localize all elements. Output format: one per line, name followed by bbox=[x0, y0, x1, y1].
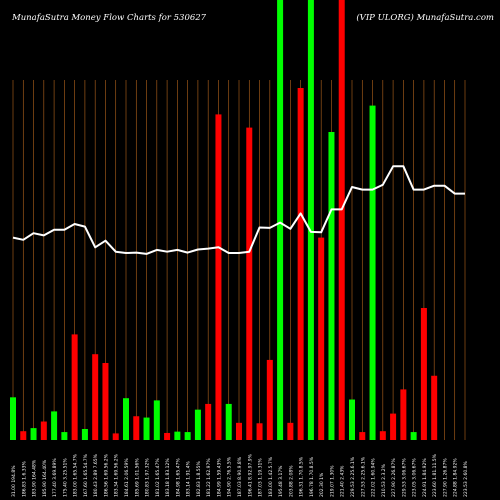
bar bbox=[277, 0, 284, 440]
line-series bbox=[12, 165, 465, 255]
x-tick-label: 183.90 164.48% bbox=[32, 459, 38, 497]
bar bbox=[225, 403, 232, 440]
x-tick-label: 184.98 1.65.47% bbox=[175, 458, 181, 497]
bar bbox=[236, 422, 242, 440]
x-tick-label: 185.69 1.01.56% bbox=[134, 458, 140, 497]
bar bbox=[194, 409, 201, 440]
x-tick-label: 31.00 194.8% bbox=[11, 465, 17, 497]
x-tick-label: 183.00 1.42.5.7% bbox=[268, 456, 274, 497]
x-tick-label: 210.53 2.3.2% bbox=[381, 463, 387, 497]
bar bbox=[174, 431, 181, 440]
bar bbox=[256, 423, 263, 440]
x-tick-label: 196.78 1.70.8.5% bbox=[309, 456, 315, 497]
x-tick-label: 187.03 1.19.31% bbox=[258, 458, 264, 497]
x-tick-labels: 31.00 194.8% 186.83 1.6.33% 183.90 164.48%… bbox=[11, 453, 469, 497]
bar bbox=[215, 114, 222, 441]
x-tick-label: 229.53 3.06.67% bbox=[401, 458, 407, 497]
bar bbox=[123, 398, 129, 440]
x-tick-label: 180.83 1.97.32% bbox=[145, 458, 151, 497]
bar bbox=[307, 0, 314, 440]
x-tick-label: 195.48 3.17% bbox=[278, 465, 284, 497]
x-tick-label: 187.03 8.90.9.8% bbox=[237, 456, 243, 497]
x-tick-label: 227.53 2.25.6.1% bbox=[360, 456, 366, 497]
bar bbox=[61, 432, 68, 440]
x-tick-label: 186.83 1.6.33% bbox=[21, 461, 27, 497]
x-tick-label: 183.14 1.91.4% bbox=[186, 461, 192, 497]
x-tick-label: 222.02 1.60.94% bbox=[371, 458, 377, 497]
x-tick-label: 229.53 2.25.6.1% bbox=[350, 456, 356, 497]
bar bbox=[133, 416, 140, 440]
x-tick-label: 180.43 2.89 7.65% bbox=[93, 453, 99, 497]
x-tick-label: 202.30 1% bbox=[319, 472, 325, 497]
money-flow-line bbox=[12, 165, 465, 255]
x-tick-label: 181.22 1.62.97% bbox=[206, 458, 212, 497]
x-tick-label: 196.41 8.92.97.9% bbox=[247, 453, 253, 497]
bar bbox=[420, 308, 427, 440]
x-tick-label: 183.00 1.65.54.7% bbox=[73, 453, 79, 497]
x-tick-label: 167.60 1.65.54.7% bbox=[83, 453, 89, 497]
x-tick-label: 196.31 1.70.8.5% bbox=[299, 456, 305, 497]
bar bbox=[369, 105, 376, 440]
x-tick-label: 223.53 2.60.8% bbox=[463, 461, 469, 497]
bar bbox=[81, 429, 88, 440]
bar bbox=[30, 428, 37, 440]
bar bbox=[287, 422, 294, 440]
x-tick-label: 203.88 2.08% bbox=[288, 465, 294, 497]
bar bbox=[338, 0, 345, 440]
x-tick-label: 182.83 1.8.55% bbox=[196, 461, 202, 497]
chart-title: MunafaSutra Money Flow Charts for 530627 bbox=[12, 13, 207, 23]
x-tick-label: 183.34 1.69.56.2% bbox=[114, 453, 120, 497]
x-tick-label: 177.40 3.69.89% bbox=[52, 458, 58, 497]
bar bbox=[102, 363, 109, 440]
bar bbox=[379, 431, 386, 440]
x-tick-label: 223.05 3.06.67% bbox=[412, 458, 418, 497]
bar bbox=[400, 389, 407, 440]
x-tick-label: 223.60 1.81.11.5% bbox=[432, 453, 438, 497]
x-tick-label: 227.90 1.26.87% bbox=[442, 458, 448, 497]
bar bbox=[318, 237, 325, 440]
bar bbox=[390, 413, 397, 440]
bar bbox=[143, 417, 150, 440]
x-tick-label: 185.90 164.40% bbox=[42, 459, 48, 497]
bar bbox=[359, 432, 366, 440]
bar bbox=[266, 359, 273, 440]
x-tick-label: 183.18 1.83.12% bbox=[165, 458, 171, 497]
bar bbox=[410, 432, 417, 440]
x-tick-label: 227.90 2.26.87% bbox=[391, 458, 397, 497]
bar bbox=[51, 411, 58, 440]
bar bbox=[20, 431, 27, 440]
bar bbox=[71, 334, 78, 440]
x-tick-label: 219.07 1.30% bbox=[329, 465, 335, 497]
bar bbox=[328, 132, 335, 440]
vertical-gridlines bbox=[12, 80, 466, 440]
bar bbox=[431, 375, 438, 440]
bar bbox=[297, 88, 304, 440]
x-tick-label: 184.99 1.59.43% bbox=[216, 458, 222, 497]
x-tick-label: 186.56 1.69.56.2% bbox=[103, 453, 109, 497]
bar bbox=[40, 421, 47, 440]
bar bbox=[205, 403, 212, 440]
bar bbox=[112, 433, 119, 440]
x-tick-label: 181.02 1.65.47% bbox=[155, 458, 161, 497]
x-tick-label: 175.40 3.25.51% bbox=[62, 458, 68, 497]
x-tick-label: 224.91 1.84.92% bbox=[422, 458, 428, 497]
bar bbox=[184, 432, 191, 440]
chart-site-label: (VIP ULORG) MunafaSutra.com bbox=[356, 13, 494, 23]
bar bbox=[349, 399, 355, 440]
bar-series bbox=[10, 0, 438, 441]
x-tick-label: 221.40 2.43% bbox=[340, 465, 346, 497]
x-tick-label: 194.90 2.76.5.5% bbox=[227, 456, 233, 497]
bar bbox=[92, 354, 99, 440]
bar bbox=[153, 400, 160, 440]
bar bbox=[10, 397, 16, 440]
x-tick-label: 224.88 1.84.92% bbox=[453, 458, 459, 497]
x-tick-label: 184.61 2.06.59% bbox=[124, 458, 130, 497]
bar bbox=[246, 127, 253, 440]
bar bbox=[164, 432, 171, 440]
